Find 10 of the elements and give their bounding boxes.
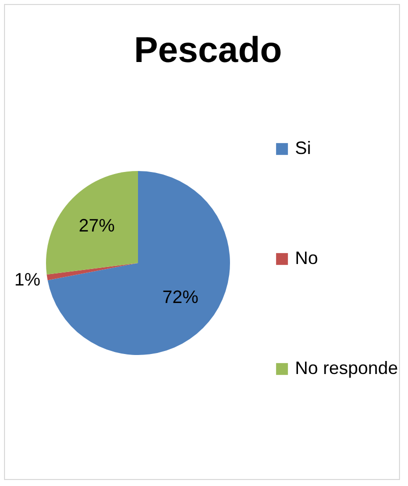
pie-slice [48,171,230,355]
legend-label: No [295,248,318,268]
chart-title: Pescado [134,29,282,70]
legend-label: No responde [295,358,398,378]
data-label: 1% [14,270,40,290]
data-label: 72% [162,287,198,308]
data-label: 27% [78,216,115,236]
pie-slice [46,171,138,275]
pie-slice [46,263,138,280]
legend-label: Si [295,138,312,158]
